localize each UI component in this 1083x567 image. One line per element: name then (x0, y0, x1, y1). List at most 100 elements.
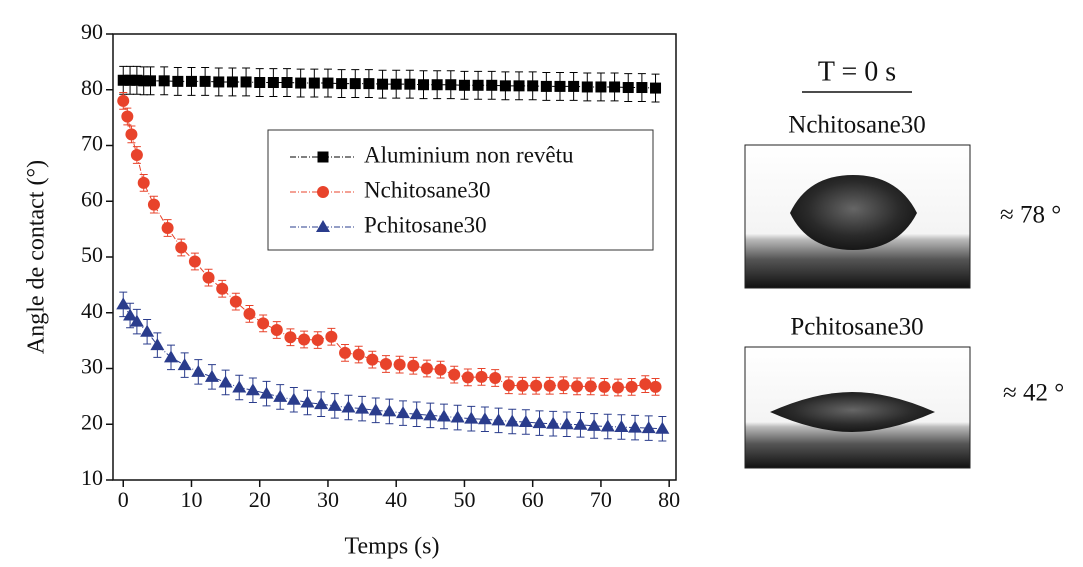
data-point (177, 358, 192, 371)
data-point (245, 383, 260, 396)
data-point (213, 76, 225, 88)
data-point (226, 76, 238, 88)
data-point (125, 128, 138, 141)
x-tick-label: 50 (453, 487, 475, 512)
data-point (322, 77, 334, 89)
data-point (308, 77, 320, 89)
data-point (445, 79, 457, 91)
x-tick-label: 70 (590, 487, 612, 512)
data-point (436, 409, 451, 422)
image-label: Nchitosane30 (788, 112, 925, 139)
data-point (396, 406, 411, 419)
data-point (298, 333, 311, 346)
data-point (218, 375, 233, 388)
series (116, 291, 670, 442)
data-point (434, 363, 447, 376)
data-point (124, 74, 136, 86)
data-point (423, 408, 438, 421)
data-point (628, 420, 643, 433)
data-point (532, 416, 547, 429)
data-point (273, 389, 288, 402)
x-tick-label: 60 (522, 487, 544, 512)
data-point (325, 330, 338, 343)
x-tick-label: 10 (180, 487, 202, 512)
data-point (130, 148, 143, 161)
data-point (461, 371, 474, 384)
data-point (137, 176, 150, 189)
droplet-image (744, 144, 971, 289)
data-point (339, 346, 352, 359)
data-point (175, 241, 188, 254)
data-point (568, 80, 580, 92)
data-point (138, 75, 150, 87)
data-point (158, 75, 170, 87)
data-point (477, 412, 492, 425)
data-point (420, 362, 433, 375)
panel-title: T = 0 s (818, 56, 896, 87)
data-point (516, 379, 529, 392)
data-point (464, 411, 479, 424)
data-point (116, 297, 131, 310)
y-tick-label: 30 (81, 354, 103, 379)
data-point (393, 358, 406, 371)
y-tick-label: 80 (81, 75, 103, 100)
data-point (655, 421, 670, 434)
data-point (458, 79, 470, 91)
legend-marker (316, 220, 330, 232)
x-tick-label: 0 (118, 487, 129, 512)
data-point (499, 80, 511, 92)
data-point (502, 379, 515, 392)
y-tick-label: 50 (81, 242, 103, 267)
data-point (229, 295, 242, 308)
data-point (450, 410, 465, 423)
data-point (314, 397, 329, 410)
data-point (270, 324, 283, 337)
y-tick-label: 20 (81, 409, 103, 434)
data-point (199, 75, 211, 87)
data-point (355, 401, 370, 414)
droplet-image (744, 346, 971, 469)
data-point (475, 370, 488, 383)
data-point (185, 75, 197, 87)
data-point (472, 79, 484, 91)
x-axis-title: Temps (s) (345, 534, 440, 560)
data-point (164, 350, 179, 363)
data-point (491, 413, 506, 426)
data-point (505, 414, 520, 427)
data-point (639, 378, 652, 391)
data-point (649, 380, 662, 393)
data-point (349, 78, 361, 90)
data-point (571, 380, 584, 393)
y-tick-label: 70 (81, 131, 103, 156)
data-point (327, 398, 342, 411)
data-point (622, 82, 634, 94)
data-point (600, 419, 615, 432)
data-point (216, 282, 229, 295)
data-point (172, 75, 184, 87)
legend-marker (317, 186, 329, 198)
series-line (122, 304, 663, 430)
data-point (513, 80, 525, 92)
data-point (650, 82, 662, 94)
x-tick-label: 80 (658, 487, 680, 512)
series (117, 92, 662, 397)
data-point (363, 78, 375, 90)
legend-box (267, 129, 654, 251)
data-point (204, 369, 219, 382)
y-tick-label: 40 (81, 298, 103, 323)
data-point (527, 80, 539, 92)
data-point (595, 81, 607, 93)
legend-label: Aluminium non revêtu (364, 142, 574, 167)
data-point (587, 418, 602, 431)
data-point (117, 94, 130, 107)
data-point (188, 255, 201, 268)
data-point (554, 80, 566, 92)
data-point (240, 76, 252, 88)
legend-label: Pchitosane30 (364, 212, 487, 237)
data-point (123, 308, 138, 321)
data-point (232, 380, 247, 393)
data-point (284, 331, 297, 344)
data-point (636, 82, 648, 94)
data-point (390, 78, 402, 90)
data-point (489, 371, 502, 384)
